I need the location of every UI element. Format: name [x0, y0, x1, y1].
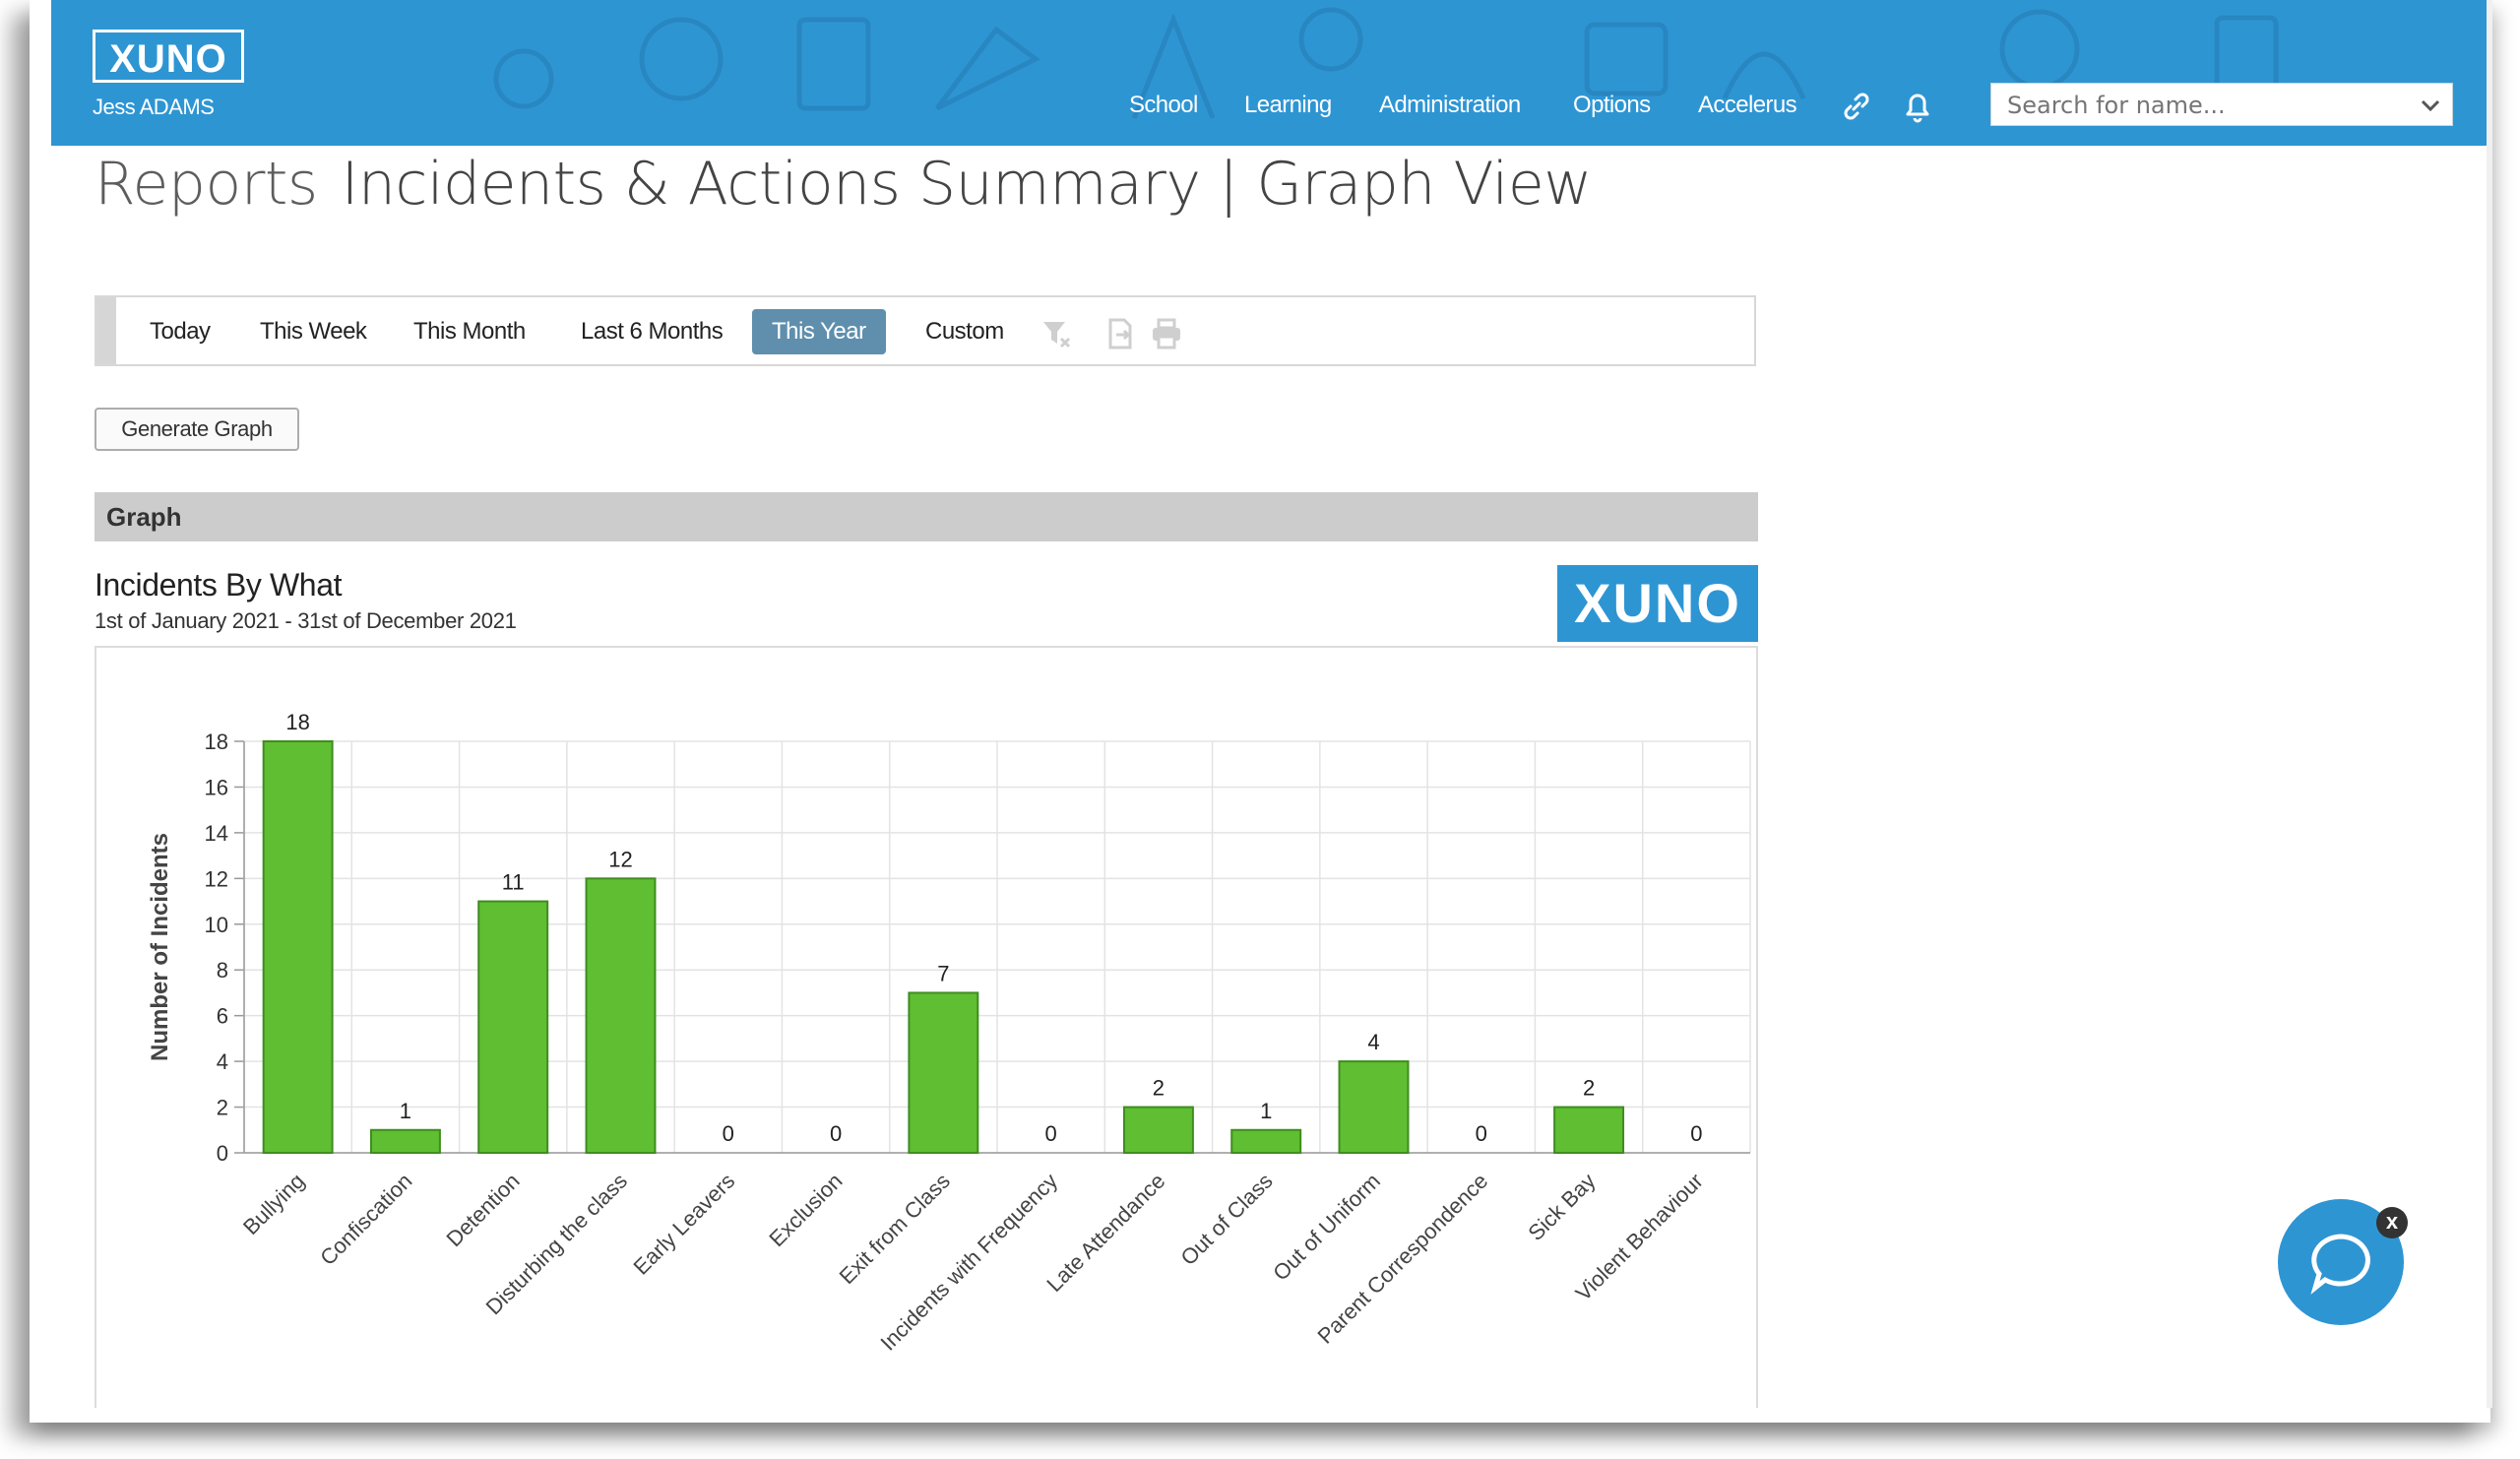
- bar-value-label: 0: [723, 1121, 734, 1146]
- y-tick-label: 14: [205, 821, 228, 846]
- y-axis-label: Number of Incidents: [147, 833, 173, 1061]
- x-category-label: Early Leavers: [629, 1169, 740, 1280]
- bar[interactable]: [477, 900, 549, 1154]
- bar[interactable]: [908, 991, 979, 1155]
- y-tick-label: 16: [205, 775, 228, 799]
- x-category-label: Out of Class: [1175, 1169, 1277, 1270]
- y-tick-label: 10: [205, 913, 228, 937]
- bar[interactable]: [1230, 1128, 1302, 1154]
- chart-container: 0 2 4 6 8 10 12 14 16 18 Number of Incidents 18 Bull…: [94, 646, 1758, 1408]
- x-category-label: Incidents with Frequency: [875, 1169, 1062, 1356]
- page-subtitle: Incidents & Actions Summary | Graph View: [341, 150, 1593, 219]
- link-icon[interactable]: [1837, 87, 1876, 126]
- bar[interactable]: [1122, 1106, 1194, 1154]
- bar-value-label: 12: [608, 847, 632, 871]
- bar[interactable]: [369, 1128, 441, 1154]
- nav-school[interactable]: School: [1129, 92, 1198, 118]
- filter-this-year[interactable]: This Year: [752, 309, 886, 354]
- chart-date-range: 1st of January 2021 - 31st of December 2…: [94, 608, 517, 633]
- x-category-label: Exit from Class: [835, 1169, 955, 1289]
- x-category-label: Sick Bay: [1523, 1169, 1600, 1245]
- search-box[interactable]: [1990, 83, 2453, 126]
- y-tick-label: 8: [217, 958, 228, 983]
- print-icon[interactable]: [1150, 317, 1183, 350]
- generate-graph-button[interactable]: Generate Graph: [94, 408, 299, 451]
- bar-value-label: 1: [400, 1099, 411, 1123]
- bar[interactable]: [1553, 1106, 1625, 1154]
- app-window: XUNO Jess ADAMS School Learning Administ…: [51, 0, 2492, 1408]
- bar-value-label: 2: [1583, 1076, 1595, 1101]
- x-category-label: Detention: [441, 1169, 524, 1251]
- bar-value-label: 11: [502, 870, 525, 895]
- xuno-logo[interactable]: XUNO: [93, 30, 244, 83]
- export-icon[interactable]: [1102, 317, 1136, 350]
- bar[interactable]: [1338, 1060, 1410, 1154]
- page-title: Reports Incidents & Actions Summary | Gra…: [94, 150, 1592, 219]
- bar-value-label: 4: [1367, 1030, 1379, 1054]
- xuno-badge-logo: XUNO: [1557, 565, 1758, 642]
- y-tick-label: 2: [217, 1096, 228, 1120]
- y-tick-label: 12: [205, 866, 228, 891]
- bar-value-label: 7: [937, 961, 949, 985]
- chat-bubble-icon[interactable]: [2278, 1199, 2404, 1325]
- y-tick-label: 6: [217, 1004, 228, 1029]
- graph-section-header: Graph: [94, 492, 1758, 541]
- filter-clear-icon[interactable]: [1040, 317, 1073, 350]
- x-category-label: Exclusion: [764, 1169, 847, 1251]
- top-header: XUNO Jess ADAMS School Learning Administ…: [51, 0, 2487, 146]
- filter-this-week[interactable]: This Week: [260, 318, 367, 345]
- y-tick-label: 0: [217, 1141, 228, 1166]
- nav-options[interactable]: Options: [1573, 92, 1651, 118]
- bell-icon[interactable]: [1898, 87, 1937, 126]
- page-title-reports: Reports: [94, 150, 318, 219]
- date-filter-bar: Today This Week This Month Last 6 Months…: [94, 295, 1756, 366]
- bar-value-label: 1: [1260, 1099, 1272, 1123]
- user-name[interactable]: Jess ADAMS: [93, 95, 215, 119]
- bar-value-label: 0: [1690, 1121, 1702, 1146]
- nav-accelerus[interactable]: Accelerus: [1698, 92, 1797, 118]
- search-input[interactable]: [2005, 90, 2403, 121]
- nav-learning[interactable]: Learning: [1244, 92, 1332, 118]
- y-tick-label: 18: [205, 730, 228, 754]
- x-category-label: Bullying: [238, 1169, 309, 1239]
- filter-bar-edge: [96, 297, 116, 364]
- x-category-label: Out of Uniform: [1268, 1169, 1385, 1286]
- chat-launcher-button[interactable]: [2278, 1199, 2404, 1325]
- chart-title: Incidents By What: [94, 567, 343, 603]
- bar-value-label: 18: [285, 710, 309, 734]
- vertical-scrollbar[interactable]: ▲ ▼: [2487, 0, 2492, 1408]
- x-category-label: Confiscation: [315, 1169, 416, 1270]
- chevron-down-icon[interactable]: [2419, 94, 2442, 117]
- bar-value-label: 0: [830, 1121, 842, 1146]
- graph-section-label: Graph: [106, 502, 182, 532]
- filter-today[interactable]: Today: [150, 318, 211, 345]
- bar[interactable]: [262, 740, 334, 1154]
- nav-administration[interactable]: Administration: [1379, 92, 1521, 118]
- bar-value-label: 0: [1476, 1121, 1487, 1146]
- bar-value-label: 2: [1153, 1076, 1165, 1101]
- filter-this-month[interactable]: This Month: [413, 318, 526, 345]
- chat-close-icon[interactable]: x: [2376, 1207, 2408, 1238]
- filter-last-6-months[interactable]: Last 6 Months: [581, 318, 724, 345]
- bar-value-label: 0: [1045, 1121, 1057, 1146]
- y-tick-label: 4: [217, 1049, 228, 1074]
- x-category-label: Late Attendance: [1041, 1169, 1169, 1297]
- bar[interactable]: [585, 877, 657, 1154]
- filter-custom[interactable]: Custom: [925, 318, 1004, 345]
